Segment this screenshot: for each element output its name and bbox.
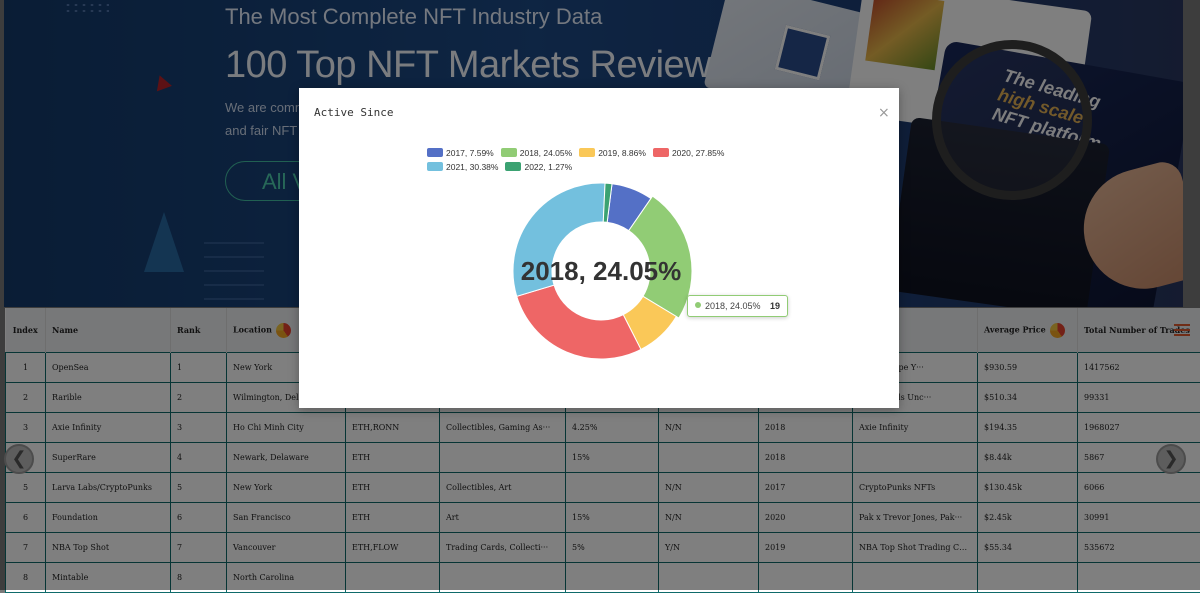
donut-center-label: 2018, 24.05% bbox=[521, 256, 681, 286]
chart-tooltip: 2018, 24.05% 19 bbox=[687, 295, 788, 317]
active-since-modal: Active Since × 2017, 7.59%2018, 24.05%20… bbox=[299, 88, 899, 408]
donut-slice-2020[interactable] bbox=[517, 285, 641, 359]
tooltip-label: 2018, 24.05% bbox=[705, 301, 761, 311]
tooltip-marker bbox=[695, 302, 701, 308]
donut-chart: 2018, 24.05% bbox=[299, 88, 899, 408]
tooltip-value: 19 bbox=[770, 301, 780, 311]
